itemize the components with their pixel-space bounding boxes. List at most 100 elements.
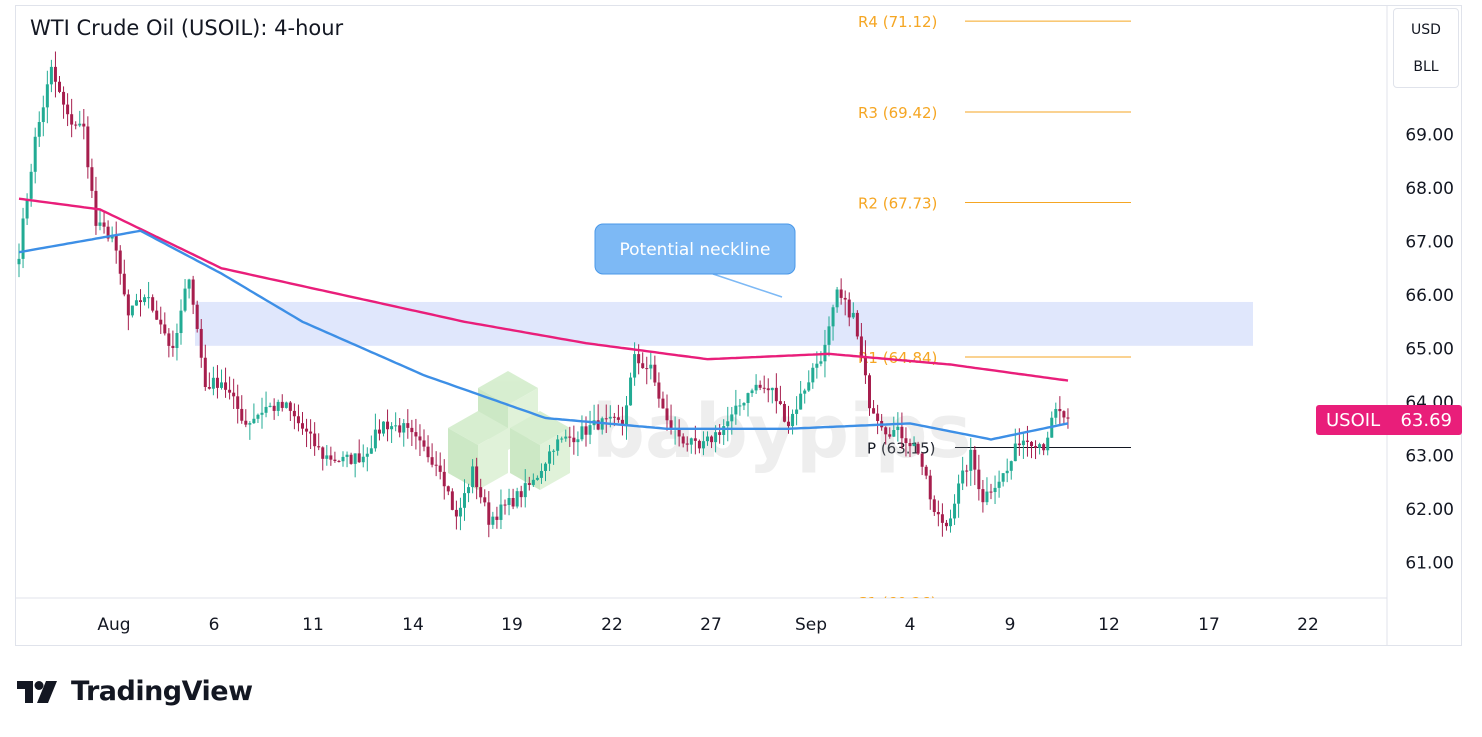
candle-body [892, 430, 896, 437]
candle-body [847, 299, 851, 318]
candle-body [697, 440, 701, 449]
candle-body [450, 491, 454, 510]
candle [548, 444, 552, 472]
candle-body [167, 333, 171, 346]
candle-body [260, 412, 264, 415]
candle-body [236, 396, 240, 409]
candle-body [916, 443, 920, 454]
candle [199, 319, 203, 368]
candle-body [49, 66, 53, 85]
candle-body [738, 405, 742, 407]
candle [912, 436, 916, 447]
candle-body [641, 363, 645, 369]
candle [41, 95, 45, 137]
candle-body [341, 456, 345, 462]
candle [58, 76, 61, 94]
candle-body [884, 427, 888, 435]
candle-body [560, 438, 564, 440]
candle-body [151, 297, 155, 311]
candle-body [475, 466, 479, 488]
candle [446, 485, 450, 496]
y-tick-label: 65.00 [1405, 340, 1454, 360]
candle-body [191, 279, 195, 305]
callout-pointer [712, 273, 783, 298]
candle-body [710, 436, 714, 443]
candle [872, 400, 876, 414]
candle [596, 404, 600, 431]
candle-body [953, 503, 957, 519]
candle-body [430, 457, 434, 465]
candle [730, 406, 734, 435]
candle-body [657, 382, 661, 399]
candle [280, 394, 284, 412]
candle [183, 279, 187, 313]
candle [337, 459, 341, 463]
candle [333, 451, 337, 463]
y-tick-label: 66.00 [1405, 286, 1454, 306]
candle-body [422, 440, 426, 447]
candle [1001, 473, 1005, 487]
candle-body [645, 368, 649, 370]
candle [1066, 408, 1070, 429]
candle-body [787, 421, 790, 427]
candle-body [766, 388, 770, 391]
candle [560, 436, 564, 443]
candle-body [353, 453, 357, 464]
candle-body [280, 401, 284, 408]
candle [418, 424, 422, 456]
brand-name: TradingView [71, 676, 253, 707]
candle-body [143, 297, 147, 303]
candle [689, 437, 693, 454]
candle-body [685, 443, 689, 445]
last-price-tag: USOIL 63.69 [1316, 405, 1462, 435]
candle [86, 116, 90, 179]
candle-body [155, 310, 159, 320]
candle-body [961, 470, 965, 484]
candle [564, 429, 568, 442]
candle-body [458, 507, 462, 517]
candle [390, 422, 394, 443]
candle-body [102, 222, 106, 227]
candle-body [649, 364, 653, 369]
candle [657, 372, 661, 408]
candle-body [689, 438, 693, 445]
candle-body [706, 436, 709, 442]
candle [398, 417, 402, 438]
candle [98, 208, 102, 231]
candle [1030, 441, 1033, 459]
candle-body [187, 279, 191, 289]
candle-body [1013, 443, 1017, 462]
candle-body [1030, 441, 1033, 447]
candle [349, 452, 353, 465]
candle [645, 356, 649, 385]
candle-body [70, 114, 74, 125]
candle-body [228, 389, 232, 393]
candle-body [863, 356, 867, 376]
candle [766, 378, 770, 403]
candle-body [531, 479, 535, 485]
candle-body [467, 487, 471, 494]
x-tick-label: 27 [700, 615, 722, 635]
candle-body [924, 466, 928, 476]
candle-body [620, 419, 624, 425]
candle [791, 409, 795, 435]
candle [1046, 431, 1050, 456]
tradingview-logo[interactable]: TradingView [17, 676, 253, 707]
candle [264, 391, 268, 418]
candle-body [398, 425, 402, 433]
candle-body [750, 390, 754, 394]
x-tick-label: 11 [302, 615, 324, 635]
currency-selector[interactable]: USD BLL [1393, 8, 1459, 88]
candle [414, 418, 418, 450]
candle-body [256, 414, 260, 419]
candle [62, 86, 66, 119]
candle-body [1062, 411, 1066, 418]
pivot-label: S1 (60.26) [858, 594, 936, 612]
candle-body [876, 413, 880, 421]
candle [1021, 431, 1025, 459]
candle [693, 425, 697, 455]
candle-body [410, 427, 414, 433]
callout-box [594, 223, 796, 275]
candle [224, 367, 228, 398]
